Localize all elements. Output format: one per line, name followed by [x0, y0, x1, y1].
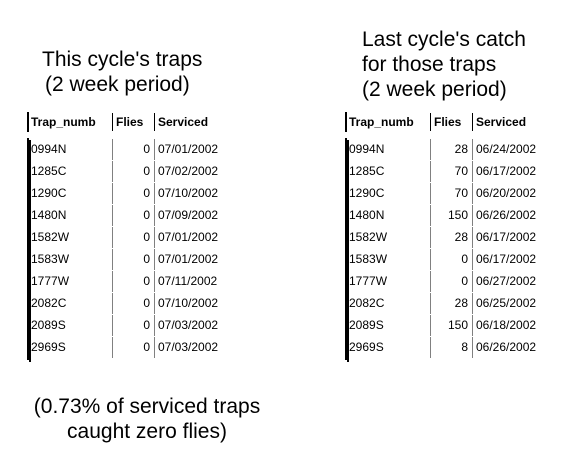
cell-trap-number: 1777W [31, 274, 70, 288]
cell-flies: 28 [430, 293, 472, 314]
cell-serviced: 07/02/2002 [154, 161, 238, 182]
cell-flies: 150 [430, 315, 472, 336]
cell-trap-number: 2089S [31, 318, 66, 332]
cell-flies: 28 [430, 139, 472, 160]
cell-serviced: 07/01/2002 [154, 139, 238, 160]
cell-serviced: 07/01/2002 [154, 227, 238, 248]
cell-flies: 70 [430, 161, 472, 182]
cell-serviced: 07/01/2002 [154, 249, 238, 270]
header-trap-number: Trap_numb [349, 115, 414, 129]
cell-serviced: 06/18/2002 [472, 315, 556, 336]
cell-trap-number: 1480N [31, 208, 67, 222]
cell-flies: 0 [112, 205, 154, 226]
cell-serviced: 07/03/2002 [154, 315, 238, 336]
header-serviced: Serviced [472, 113, 556, 131]
cell-trap-number: 2969S [349, 340, 384, 354]
cell-flies: 0 [112, 293, 154, 314]
cell-flies: 0 [112, 139, 154, 160]
cell-trap-number: 1777W [349, 274, 388, 288]
cell-flies: 0 [112, 227, 154, 248]
left-title-line-2: (2 week period) [45, 73, 190, 96]
cell-trap-number: 1480N [349, 208, 385, 222]
cell-serviced: 06/26/2002 [472, 205, 556, 226]
right-title-line-2: for those traps [362, 53, 497, 76]
cell-serviced: 07/11/2002 [154, 271, 238, 292]
cell-flies: 8 [430, 337, 472, 358]
footnote: (0.73% of serviced traps caught zero fli… [0, 394, 294, 444]
cell-flies: 150 [430, 205, 472, 226]
cell-serviced: 07/09/2002 [154, 205, 238, 226]
cell-serviced: 06/20/2002 [472, 183, 556, 204]
cell-flies: 28 [430, 227, 472, 248]
cell-trap-number: 1285C [31, 164, 67, 178]
cell-flies: 0 [112, 161, 154, 182]
cell-trap-number: 0994N [31, 142, 67, 156]
cell-serviced: 06/17/2002 [472, 161, 556, 182]
cell-trap-number: 1290C [349, 186, 385, 200]
cell-serviced: 06/27/2002 [472, 271, 556, 292]
table-body: 0994N 0 07/01/2002 1285C 0 07/02/2002 1290C 0 07… [27, 138, 218, 360]
cell-flies: 0 [112, 249, 154, 270]
cell-flies: 0 [430, 271, 472, 292]
cell-serviced: 06/24/2002 [472, 139, 556, 160]
header-flies: Flies [112, 113, 154, 131]
right-title: Last cycle's catch for those traps (2 we… [362, 27, 526, 102]
cell-trap-number: 2082C [349, 296, 385, 310]
cell-serviced: 07/10/2002 [154, 293, 238, 314]
table-header: Trap_numb Flies Serviced [345, 112, 526, 132]
this-cycle-traps-table: Trap_numb Flies Serviced 0994N 0 07/01/200… [27, 112, 218, 360]
cell-trap-number: 1583W [31, 252, 70, 266]
footnote-line-1: (0.73% of serviced traps [33, 395, 261, 418]
table-body: 0994N 28 06/24/2002 1285C 70 06/17/2002 1290C 7… [345, 138, 536, 360]
header-flies: Flies [430, 113, 472, 131]
cell-flies: 0 [112, 315, 154, 336]
cell-trap-number: 1582W [349, 230, 388, 244]
left-title-line-1: This cycle's traps [42, 48, 203, 71]
right-title-line-3: (2 week period) [362, 78, 507, 101]
cell-serviced: 06/25/2002 [472, 293, 556, 314]
right-title-line-1: Last cycle's catch [362, 28, 526, 51]
left-title: This cycle's traps (2 week period) [42, 47, 202, 97]
cell-trap-number: 0994N [349, 142, 385, 156]
cell-flies: 0 [430, 249, 472, 270]
cell-serviced: 07/03/2002 [154, 337, 238, 358]
cell-serviced: 07/10/2002 [154, 183, 238, 204]
cell-trap-number: 2082C [31, 296, 67, 310]
cell-flies: 0 [112, 271, 154, 292]
cell-trap-number: 2969S [31, 340, 66, 354]
cell-trap-number: 1285C [349, 164, 385, 178]
last-cycle-catch-table: Trap_numb Flies Serviced 0994N 28 06/24/20… [345, 112, 536, 360]
footnote-line-2: caught zero flies) [67, 420, 227, 443]
cell-flies: 0 [112, 337, 154, 358]
table-header: Trap_numb Flies Serviced [27, 112, 208, 132]
cell-serviced: 06/17/2002 [472, 249, 556, 270]
cell-serviced: 06/26/2002 [472, 337, 556, 358]
header-serviced: Serviced [154, 113, 238, 131]
cell-trap-number: 1582W [31, 230, 70, 244]
cell-trap-number: 1290C [31, 186, 67, 200]
header-trap-number: Trap_numb [31, 115, 96, 129]
cell-trap-number: 2089S [349, 318, 384, 332]
cell-flies: 0 [112, 183, 154, 204]
cell-serviced: 06/17/2002 [472, 227, 556, 248]
cell-trap-number: 1583W [349, 252, 388, 266]
cell-flies: 70 [430, 183, 472, 204]
